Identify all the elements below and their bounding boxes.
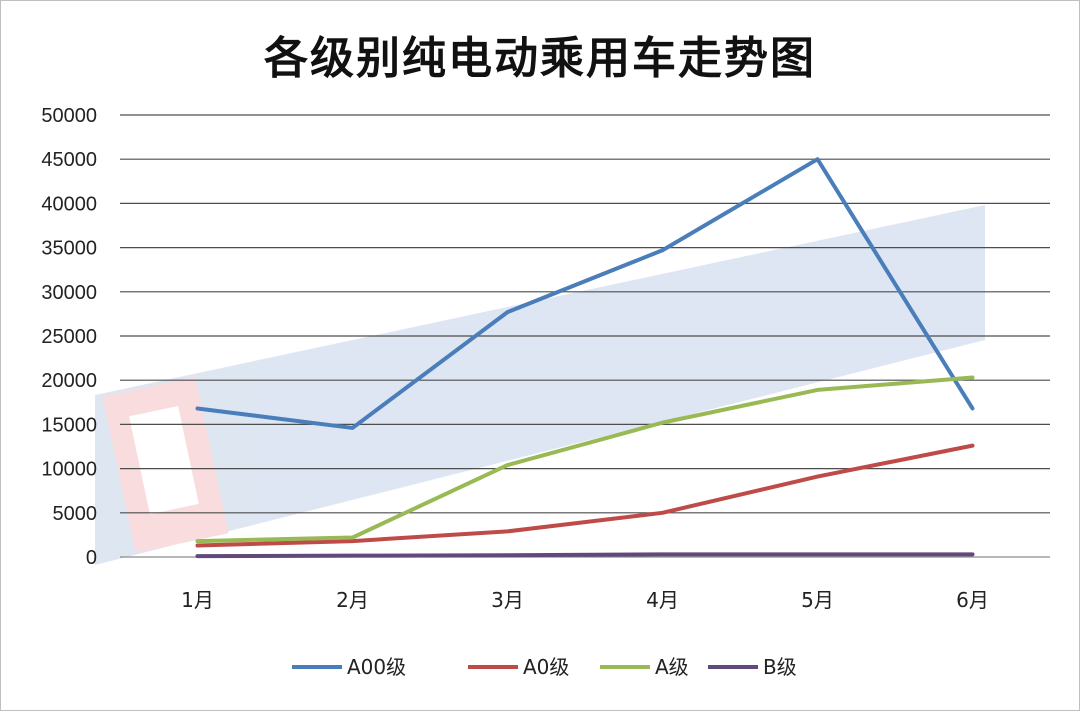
y-tick-label: 15000 — [41, 414, 97, 436]
y-tick-label: 50000 — [41, 105, 97, 127]
x-tick-label: 6月 — [956, 588, 989, 612]
legend-label: A级 — [655, 655, 689, 679]
series-line — [195, 552, 975, 559]
x-axis-ticks: 1月 2月 3月 4月 5月 6月 — [181, 588, 989, 612]
y-tick-label: 20000 — [41, 370, 97, 392]
x-tick-label: 1月 — [181, 588, 214, 612]
x-tick-label: 5月 — [801, 588, 834, 612]
series-line — [195, 375, 975, 544]
x-tick-label: 3月 — [491, 588, 524, 612]
y-tick-label: 35000 — [41, 238, 97, 260]
legend-label: A00级 — [347, 655, 406, 679]
series-line — [195, 157, 975, 430]
y-tick-label: 40000 — [41, 193, 97, 215]
y-tick-label: 10000 — [41, 459, 97, 481]
x-tick-label: 2月 — [336, 588, 369, 612]
y-axis-ticks: 0 5000 10000 15000 20000 25000 30000 35000 40000… — [41, 105, 97, 569]
y-tick-label: 0 — [86, 547, 97, 569]
y-tick-label: 5000 — [53, 503, 98, 525]
y-tick-label: 30000 — [41, 282, 97, 304]
chart-title: 各级别纯电动乘用车走势图 — [264, 33, 816, 84]
x-tick-label: 4月 — [646, 588, 679, 612]
grid-lines — [120, 114, 1050, 558]
y-tick-label: 45000 — [41, 149, 97, 171]
series-lines — [195, 157, 975, 559]
y-tick-label: 25000 — [41, 326, 97, 348]
legend-label: B级 — [763, 655, 797, 679]
series-line — [195, 443, 975, 548]
legend-label: A0级 — [523, 655, 569, 679]
legend: A00级 A0级 A级 B级 — [292, 655, 797, 679]
